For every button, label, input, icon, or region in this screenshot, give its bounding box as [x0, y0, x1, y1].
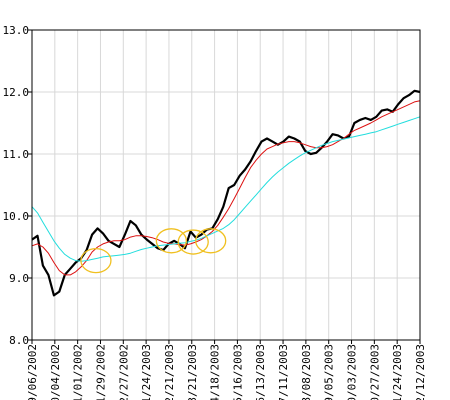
series-line-3 — [31, 116, 421, 262]
x-tick-label: 05/16/2003 — [231, 344, 244, 400]
y-tick-label: 11.0 — [3, 148, 30, 161]
series-line-2 — [31, 100, 421, 276]
highlight-layer — [80, 228, 227, 274]
plot-frame — [31, 29, 421, 341]
highlight-circle-4 — [195, 228, 227, 254]
x-tick-label: 01/24/2003 — [140, 344, 153, 400]
x-tick-label: 06/13/2003 — [254, 344, 267, 400]
highlight-circle-1 — [80, 247, 112, 274]
x-axis-ticks: 09/06/2002 10/04/2002 11/01/2002 11/29/2002… — [26, 340, 427, 400]
x-tick-label: 07/11/2003 — [277, 344, 290, 400]
y-tick-label: 9.0 — [9, 272, 29, 285]
x-tick-label: 09/05/2003 — [323, 344, 336, 400]
x-tick-label: 04/18/2003 — [209, 344, 222, 400]
y-axis-ticks: 8.0 9.0 10.0 11.0 12.0 13.0 — [3, 24, 32, 347]
x-tick-label: 10/04/2002 — [49, 344, 62, 400]
grid-layer — [31, 29, 421, 341]
series-line-1 — [31, 89, 421, 297]
x-tick-label: 10/27/2003 — [368, 344, 381, 400]
highlight-circle-2 — [155, 228, 188, 254]
x-tick-label: 11/24/2003 — [391, 344, 404, 400]
series-layer — [31, 89, 421, 297]
y-tick-label: 13.0 — [3, 24, 30, 37]
y-tick-label: 10.0 — [3, 210, 30, 223]
x-tick-label: 11/01/2002 — [72, 344, 85, 400]
y-tick-label: 8.0 — [9, 334, 29, 347]
x-tick-label: 09/06/2002 — [26, 344, 39, 400]
x-tick-label: 02/21/2003 — [163, 344, 176, 400]
x-tick-label: 03/21/2003 — [186, 344, 199, 400]
y-tick-label: 12.0 — [3, 86, 30, 99]
highlight-circle-3 — [177, 229, 209, 255]
x-tick-label: 11/29/2002 — [94, 344, 107, 400]
x-tick-label: 10/03/2003 — [346, 344, 359, 400]
x-tick-label: 08/08/2003 — [300, 344, 313, 400]
x-tick-label: 12/12/2003 — [414, 344, 427, 400]
x-tick-label: 12/27/2002 — [117, 344, 130, 400]
